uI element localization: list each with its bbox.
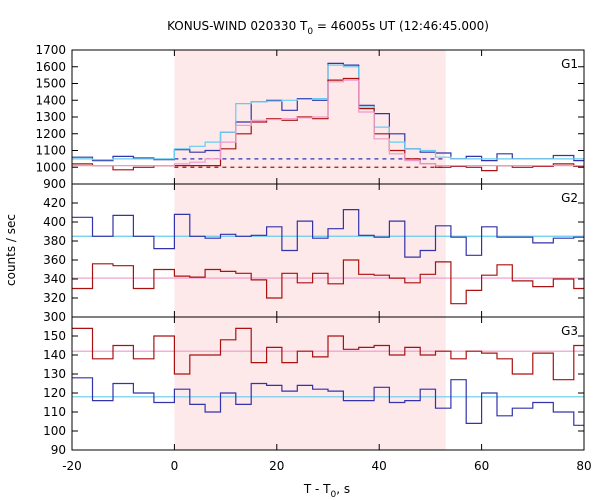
y-tick-label: 90 bbox=[51, 443, 66, 457]
x-tick-label: 20 bbox=[269, 459, 284, 473]
panel-frame bbox=[71, 316, 585, 451]
panel-g3: 90 100 110 120 130 140 150 G3 bbox=[43, 316, 585, 457]
y-tick-label: 360 bbox=[43, 253, 66, 267]
series-line-2 bbox=[72, 377, 584, 426]
y-tick-label: 1100 bbox=[35, 144, 66, 158]
y-tick-label: 320 bbox=[43, 291, 66, 305]
y-axis-label: counts / sec bbox=[4, 214, 18, 286]
panels-group: 900 1000 1100 1200 1300 1400 1500 1600 1700 G1 300… bbox=[35, 43, 585, 457]
y-tick-label: 100 bbox=[43, 424, 66, 438]
y-tick-label: 1400 bbox=[35, 93, 66, 107]
series-line-2 bbox=[72, 64, 584, 161]
y-tick-label: 1300 bbox=[35, 110, 66, 124]
x-axis-ticks: -20 0 20 40 60 80 bbox=[62, 459, 591, 473]
y-tick-label: 900 bbox=[43, 177, 66, 191]
y-tick-label: 300 bbox=[43, 310, 66, 324]
series-line-4 bbox=[72, 79, 584, 167]
y-tick-label: 1000 bbox=[35, 160, 66, 174]
y-tick-label: 1700 bbox=[35, 43, 66, 57]
y-tick-label: 340 bbox=[43, 272, 66, 286]
y-tick-label: 110 bbox=[43, 405, 66, 419]
x-tick-label: 80 bbox=[576, 459, 591, 473]
panel-label: G2 bbox=[561, 191, 578, 205]
series-line-2 bbox=[72, 259, 584, 305]
panel-label: G1 bbox=[561, 57, 578, 71]
y-tick-label: 150 bbox=[43, 329, 66, 343]
shaded-interval bbox=[174, 317, 446, 450]
y-tick-label: 1500 bbox=[35, 77, 66, 91]
y-tick-label: 120 bbox=[43, 386, 66, 400]
x-tick-label: -20 bbox=[62, 459, 82, 473]
x-tick-label: 0 bbox=[171, 459, 179, 473]
panel-g2: 300 320 340 360 380 400 420 G2 bbox=[43, 183, 585, 324]
x-tick-label: 60 bbox=[474, 459, 489, 473]
panel-label: G3 bbox=[561, 324, 578, 338]
chart-title: KONUS-WIND 020330 T0 = 46005s UT (12:46:… bbox=[167, 19, 489, 37]
x-tick-label: 40 bbox=[372, 459, 387, 473]
shaded-interval bbox=[174, 184, 446, 317]
y-tick-label: 140 bbox=[43, 348, 66, 362]
y-tick-label: 400 bbox=[43, 215, 66, 229]
y-tick-label: 420 bbox=[43, 196, 66, 210]
x-axis-label: T - T0, s bbox=[303, 482, 350, 500]
panel-g1: 900 1000 1100 1200 1300 1400 1500 1600 1700 G1 bbox=[35, 43, 585, 191]
series-line-1 bbox=[72, 209, 584, 258]
series-line-1 bbox=[72, 327, 584, 381]
y-tick-label: 1600 bbox=[35, 60, 66, 74]
y-tick-label: 130 bbox=[43, 367, 66, 381]
series-line-3 bbox=[72, 77, 584, 172]
y-tick-label: 1200 bbox=[35, 127, 66, 141]
y-tick-label: 380 bbox=[43, 234, 66, 248]
